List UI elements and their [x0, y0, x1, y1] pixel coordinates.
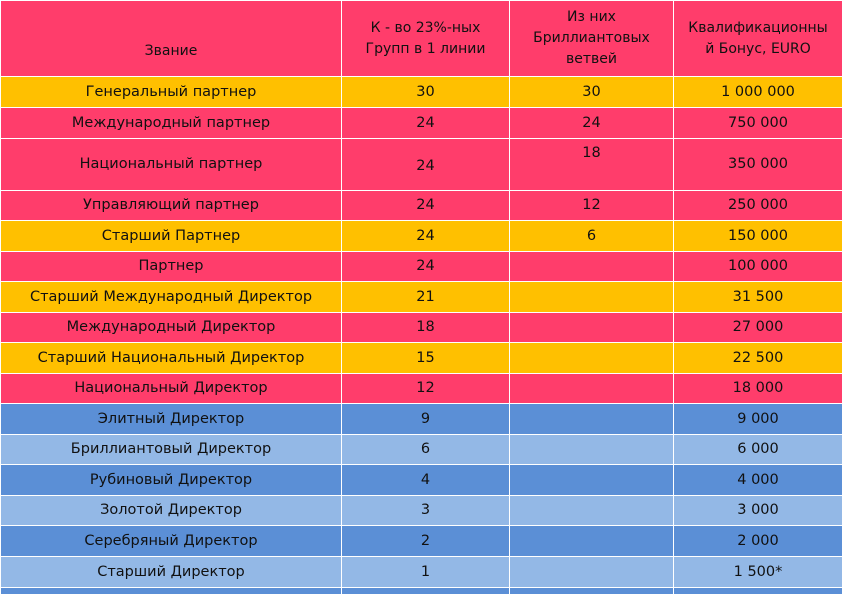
diamond-cell [509, 434, 674, 465]
table-row: Серебряный Директор 2 2 000 [0, 525, 842, 557]
groups-cell: 21 [341, 281, 510, 313]
table-row: Элитный Директор 9 9 000 [0, 403, 842, 435]
bonus-cell: 1 000 000 [673, 76, 842, 108]
diamond-cell: 12 [509, 190, 674, 221]
table-row: Партнер 24 100 000 [0, 251, 842, 282]
groups-cell: 24 [341, 138, 510, 191]
rank-cell: Элитный Директор [0, 403, 342, 435]
rank-cell: Рубиновый Директор [0, 464, 342, 496]
diamond-cell: 18 [509, 138, 674, 191]
diamond-cell [509, 251, 674, 282]
groups-cell: 24 [341, 190, 510, 221]
groups-cell: 24 [341, 251, 510, 282]
diamond-cell [509, 281, 674, 313]
rank-cell: Генеральный партнер [0, 76, 342, 108]
header-diamond-line3: ветвей [566, 51, 617, 67]
table-row: Национальный Директор 12 18 000 [0, 373, 842, 404]
header-rank: Звание [0, 0, 342, 77]
bonus-cell: 9 000 [673, 403, 842, 435]
rank-cell: Старший Международный Директор [0, 281, 342, 313]
rank-cell: Международный партнер [0, 107, 342, 139]
rank-cell: Национальный Директор [0, 373, 342, 404]
table-row: Старший Национальный Директор 15 22 500 [0, 342, 842, 374]
header-bonus: Квалификационны й Бонус, EURO [673, 0, 842, 77]
bonus-cell: 22 500 [673, 342, 842, 374]
groups-cell: 1 [341, 556, 510, 588]
groups-cell: 12 [341, 373, 510, 404]
bonus-cell: 1 500* [673, 556, 842, 588]
header-groups-line1: К - во 23%-ных [370, 19, 481, 36]
bonus-cell: 100 000 [673, 251, 842, 282]
bonus-cell: 4 000 [673, 464, 842, 496]
bonus-cell: 2 000 [673, 525, 842, 557]
header-rank-text: Звание [144, 43, 198, 59]
cut-cell [341, 587, 510, 595]
header-groups-line2: Групп в 1 линии [365, 40, 486, 57]
bonus-cell: 3 000 [673, 495, 842, 526]
groups-cell: 24 [341, 107, 510, 139]
bonus-cell: 350 000 [673, 138, 842, 191]
groups-cell: 6 [341, 434, 510, 465]
header-diamond: Из них Бриллиантовых ветвей [509, 0, 674, 77]
table-row: Генеральный партнер 30 30 1 000 000 [0, 76, 842, 108]
header-diamond-line1: Из них [567, 9, 616, 25]
header-bonus-line1: Квалификационны [688, 19, 828, 36]
rank-cell: Старший Партнер [0, 220, 342, 252]
bonus-cell: 27 000 [673, 312, 842, 343]
table-row: Международный Директор 18 27 000 [0, 312, 842, 343]
diamond-cell [509, 403, 674, 435]
groups-cell: 9 [341, 403, 510, 435]
header-bonus-line2: й Бонус, EURO [705, 40, 811, 57]
diamond-cell: 6 [509, 220, 674, 252]
rank-cell: Золотой Директор [0, 495, 342, 526]
header-diamond-line2: Бриллиантовых [533, 30, 650, 46]
diamond-cell [509, 464, 674, 496]
table-row: Золотой Директор 3 3 000 [0, 495, 842, 526]
groups-cell: 4 [341, 464, 510, 496]
bonus-cell: 150 000 [673, 220, 842, 252]
groups-cell: 15 [341, 342, 510, 374]
groups-cell: 30 [341, 76, 510, 108]
bonus-cell: 6 000 [673, 434, 842, 465]
groups-cell: 18 [341, 312, 510, 343]
table-row: Старший Директор 1 1 500* [0, 556, 842, 588]
rank-cell: Партнер [0, 251, 342, 282]
table-row: Национальный партнер 24 18 350 000 [0, 138, 842, 191]
diamond-cell: 30 [509, 76, 674, 108]
diamond-cell [509, 525, 674, 557]
diamond-cell [509, 556, 674, 588]
cut-cell [0, 587, 342, 595]
bonus-cell: 18 000 [673, 373, 842, 404]
rank-cell: Международный Директор [0, 312, 342, 343]
table-row: Международный партнер 24 24 750 000 [0, 107, 842, 139]
groups-cell: 24 [341, 220, 510, 252]
bonus-cell: 250 000 [673, 190, 842, 221]
header-row: Звание К - во 23%-ных Групп в 1 линии Из… [0, 0, 842, 77]
table-row: Старший Международный Директор 21 31 500 [0, 281, 842, 313]
bonus-cell: 31 500 [673, 281, 842, 313]
diamond-cell [509, 495, 674, 526]
rank-cell: Управляющий партнер [0, 190, 342, 221]
diamond-cell [509, 342, 674, 374]
bonus-cell: 750 000 [673, 107, 842, 139]
diamond-cell: 24 [509, 107, 674, 139]
diamond-cell [509, 312, 674, 343]
rank-cell: Национальный партнер [0, 138, 342, 191]
table-row: Рубиновый Директор 4 4 000 [0, 464, 842, 496]
table-row: Управляющий партнер 24 12 250 000 [0, 190, 842, 221]
groups-cell: 3 [341, 495, 510, 526]
rank-cell: Старший Директор [0, 556, 342, 588]
header-groups: К - во 23%-ных Групп в 1 линии [341, 0, 510, 77]
table-row: Старший Партнер 24 6 150 000 [0, 220, 842, 252]
table-row: Бриллиантовый Директор 6 6 000 [0, 434, 842, 465]
cut-cell [509, 587, 674, 595]
cut-cell [673, 587, 842, 595]
rank-cell: Бриллиантовый Директор [0, 434, 342, 465]
rank-cell: Серебряный Директор [0, 525, 342, 557]
groups-cell: 2 [341, 525, 510, 557]
rank-cell: Старший Национальный Директор [0, 342, 342, 374]
diamond-cell [509, 373, 674, 404]
table-row-cut [0, 587, 842, 595]
